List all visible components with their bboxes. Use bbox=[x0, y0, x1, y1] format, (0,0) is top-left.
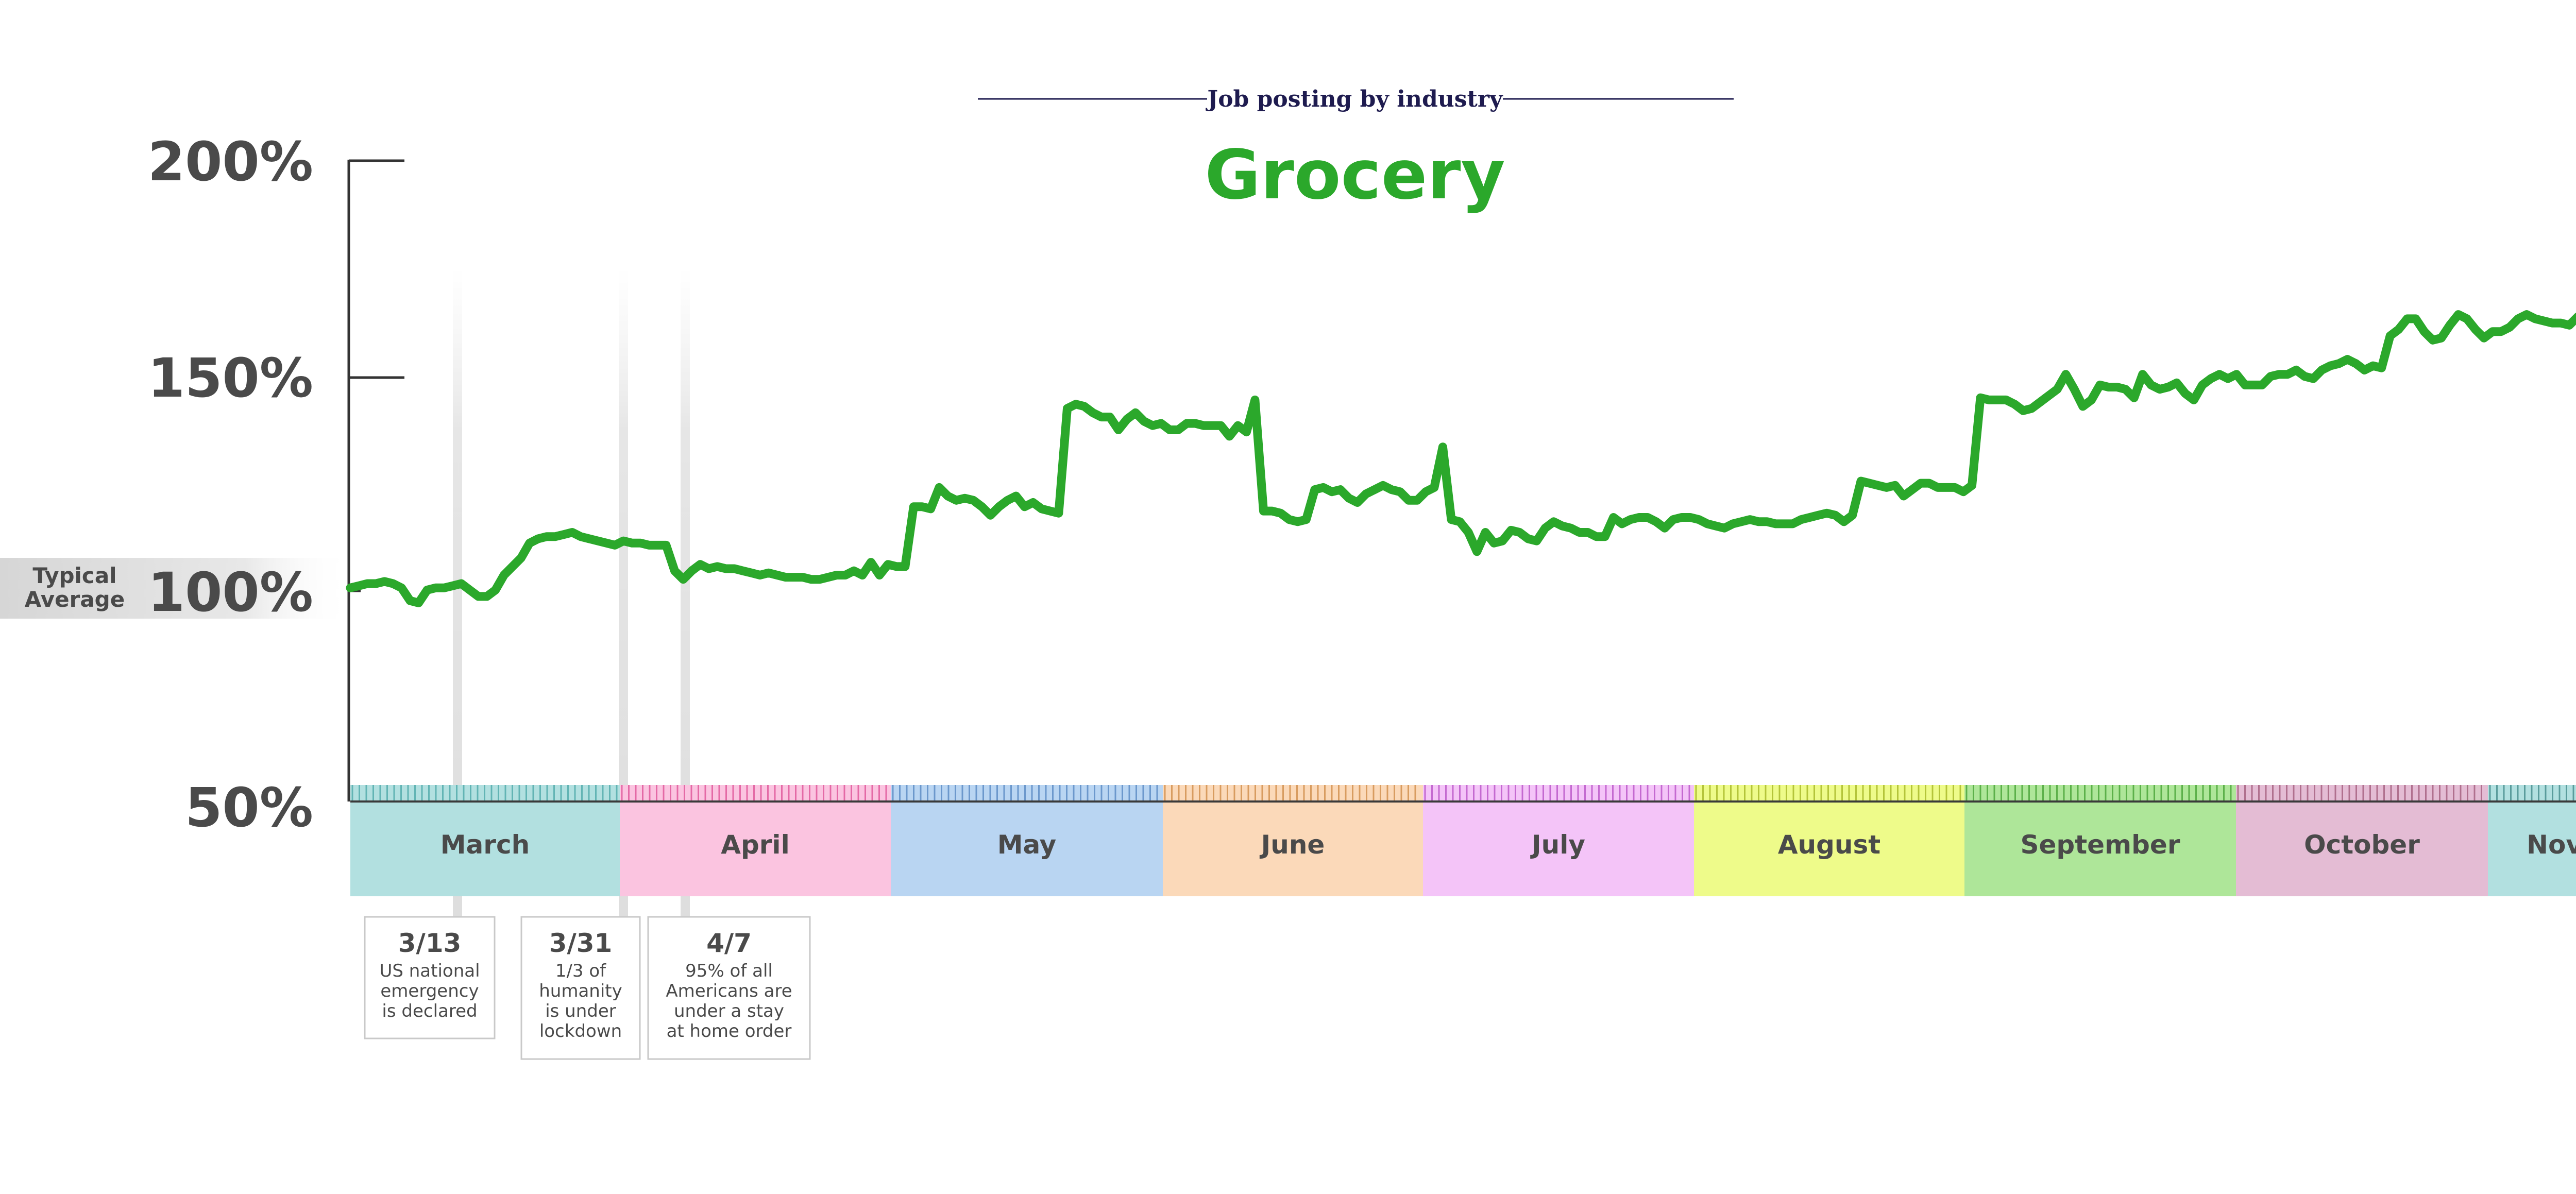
month-tick-strip bbox=[1423, 785, 1694, 801]
chart-title: Grocery bbox=[1205, 135, 1505, 215]
month-background bbox=[2488, 801, 2576, 896]
month-block-may: May bbox=[891, 785, 1163, 896]
annotation-date: 3/31 bbox=[549, 928, 613, 958]
event-guide-2 bbox=[619, 268, 628, 917]
month-label: April bbox=[721, 830, 789, 860]
annotation-text-line: 95% of all bbox=[685, 961, 773, 981]
month-background bbox=[891, 801, 1163, 896]
chart-subtitle: Job posting by industry bbox=[1205, 86, 1503, 112]
series-grocery bbox=[346, 310, 2576, 607]
month-tick-strip bbox=[2236, 785, 2488, 801]
month-label: June bbox=[1260, 830, 1325, 860]
month-block-september: September bbox=[1964, 785, 2236, 896]
annotation-text-line: lockdown bbox=[539, 1021, 622, 1042]
month-background bbox=[620, 801, 891, 896]
month-label: October bbox=[2304, 830, 2420, 860]
annotation-text-line: is under bbox=[545, 1001, 616, 1021]
month-background bbox=[350, 801, 620, 896]
month-label: Nov. bbox=[2527, 830, 2576, 860]
month-tick-strip bbox=[1964, 785, 2236, 801]
typical-average-label-line2: Average bbox=[25, 587, 125, 612]
month-block-october: October bbox=[2236, 785, 2488, 896]
month-band: March April May June July August September Octo… bbox=[350, 785, 2576, 896]
month-label: July bbox=[1530, 830, 1585, 860]
month-block-june: June bbox=[1163, 785, 1423, 896]
annotation-box bbox=[364, 916, 496, 1039]
month-label: September bbox=[2021, 830, 2180, 860]
month-background bbox=[1163, 801, 1423, 896]
month-background bbox=[2236, 801, 2488, 896]
y-tick-label-200: 200% bbox=[148, 130, 313, 193]
annotation-text-line: humanity bbox=[539, 981, 622, 1001]
month-block-nov: Nov. bbox=[2488, 785, 2576, 896]
event-guide-3 bbox=[681, 268, 690, 917]
typical-average-band: Typical Average bbox=[0, 558, 350, 619]
month-label: March bbox=[440, 830, 530, 860]
annotation-text-line: 1/3 of bbox=[555, 961, 606, 981]
month-tick-strip bbox=[1163, 785, 1423, 801]
month-label: August bbox=[1778, 830, 1880, 860]
event-guide-1 bbox=[453, 268, 462, 917]
month-tick-strip bbox=[891, 785, 1163, 801]
annotation-text-line: under a stay bbox=[674, 1001, 784, 1021]
annotation-text-line: US national bbox=[379, 961, 480, 981]
month-block-april: April bbox=[620, 785, 891, 896]
typical-average-background bbox=[0, 558, 350, 619]
y-axis: 200% 150% 100% 50% bbox=[148, 130, 404, 839]
grocery-series-line bbox=[346, 310, 2576, 607]
y-tick-label-150: 150% bbox=[148, 347, 313, 410]
month-background bbox=[1964, 801, 2236, 896]
month-block-march: March bbox=[350, 785, 620, 896]
month-background bbox=[1694, 801, 1964, 896]
chart-header: Job posting by industry Grocery bbox=[978, 86, 1734, 215]
annotation-date: 3/13 bbox=[398, 928, 462, 958]
month-tick-strip bbox=[1694, 785, 1964, 801]
annotation-text-line: is declared bbox=[382, 1001, 477, 1021]
month-background bbox=[1423, 801, 1694, 896]
month-block-july: July bbox=[1423, 785, 1694, 896]
annotation-box bbox=[520, 916, 641, 1060]
annotation-date: 4/7 bbox=[706, 928, 752, 958]
annotation-text-line: emergency bbox=[380, 981, 479, 1001]
y-tick-label-50: 50% bbox=[185, 776, 313, 839]
annotation-text-line: at home order bbox=[667, 1021, 792, 1042]
month-label: May bbox=[997, 830, 1057, 860]
event-guide-lines bbox=[453, 268, 690, 917]
month-block-august: August bbox=[1694, 785, 1964, 896]
typical-average-label-line1: Typical bbox=[32, 563, 116, 588]
y-tick-label-100: 100% bbox=[148, 561, 313, 624]
month-tick-strip bbox=[620, 785, 891, 801]
annotation-text-line: Americans are bbox=[666, 981, 792, 1001]
annotation-box bbox=[647, 916, 811, 1060]
